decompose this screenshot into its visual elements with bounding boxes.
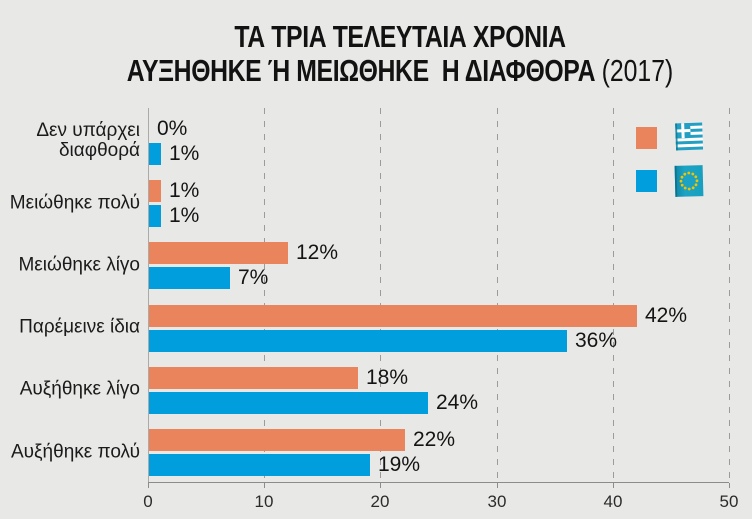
- category-label: Αυξήθηκε λίγο: [19, 378, 140, 400]
- x-tick-label-30: 30: [487, 492, 507, 511]
- bar-eu: [149, 205, 161, 227]
- x-axis-line: [148, 482, 729, 483]
- chart-plot: 0 10 20 30 40 50 0% 1% 1% 1% 12% 7% 42% 36% 18% 24% 22% 1…: [143, 108, 738, 511]
- x-axis-tick-20: [380, 483, 381, 488]
- value-label-greece: 1%: [169, 179, 200, 202]
- chart-title: ΤΑ ΤΡΙΑ ΤΕΛΕΥΤΑΙΑ ΧΡΟΝΙΑ ΑΥΞΗΘΗΚΕ Ή ΜΕΙΩ…: [48, 20, 752, 88]
- value-label-eu: 36%: [575, 329, 618, 352]
- value-label-eu: 7%: [238, 266, 269, 289]
- legend-row-eu: [636, 163, 704, 199]
- value-label-greece: 42%: [645, 304, 688, 327]
- gridline-10: [264, 108, 265, 482]
- x-axis-tick-0: [148, 483, 149, 488]
- category-label: Δεν υπάρχει διαφθορά: [36, 119, 140, 162]
- x-axis-tick-30: [497, 483, 498, 488]
- greece-series-swatch: [636, 127, 657, 149]
- value-label-eu: 1%: [169, 142, 200, 165]
- greece-flag-icon: [674, 121, 704, 155]
- category-label: Παρέμεινε ίδια: [19, 316, 140, 338]
- bar-eu: [149, 330, 567, 352]
- bar-eu: [149, 143, 161, 165]
- bar-greece: [149, 305, 637, 327]
- bar-greece: [149, 180, 161, 202]
- value-label-eu: 24%: [436, 391, 479, 414]
- x-tick-label-10: 10: [254, 492, 274, 511]
- x-axis-tick-40: [613, 483, 614, 488]
- gridline-20: [380, 108, 381, 482]
- value-label-greece: 22%: [413, 428, 456, 451]
- category-label: Μειώθηκε λίγο: [18, 254, 140, 276]
- x-axis-tick-50: [729, 483, 730, 488]
- title-year: (2017): [601, 53, 674, 88]
- x-tick-label-0: 0: [143, 492, 153, 511]
- x-tick-label-50: 50: [719, 492, 739, 511]
- bar-greece: [149, 242, 288, 264]
- bar-eu: [149, 267, 230, 289]
- category-label: Αυξήθηκε πολύ: [10, 441, 140, 463]
- title-line-2: ΑΥΞΗΘΗΚΕ Ή ΜΕΙΩΘΗΚΕ Η ΔΙΑΦΘΟΡΑ (2017): [118, 54, 681, 88]
- eu-series-swatch: [636, 170, 657, 192]
- title-line-2-text: ΑΥΞΗΘΗΚΕ Ή ΜΕΙΩΘΗΚΕ Η ΔΙΑΦΘΟΡΑ: [126, 53, 602, 88]
- bar-greece: [149, 367, 358, 389]
- bar-eu: [149, 392, 428, 414]
- gridline-0: [148, 108, 149, 482]
- x-tick-label-40: 40: [603, 492, 623, 511]
- value-label-greece: 12%: [296, 241, 339, 264]
- bar-eu: [149, 454, 370, 476]
- eu-flag-icon: [674, 164, 704, 198]
- title-line-1: ΤΑ ΤΡΙΑ ΤΕΛΕΥΤΑΙΑ ΧΡΟΝΙΑ: [234, 19, 566, 54]
- x-axis-tick-10: [264, 483, 265, 488]
- bar-greece: [149, 429, 405, 451]
- legend-row-greece: [636, 120, 704, 156]
- value-label-greece: 18%: [366, 366, 409, 389]
- gridline-30: [497, 108, 498, 482]
- x-tick-label-20: 20: [370, 492, 390, 511]
- value-label-eu: 19%: [378, 453, 421, 476]
- value-label-eu: 1%: [169, 204, 200, 227]
- gridline-40: [613, 108, 614, 482]
- value-label-greece: 0%: [157, 117, 188, 140]
- legend: [636, 120, 704, 206]
- category-label: Μειώθηκε πολύ: [9, 192, 140, 214]
- gridline-50: [729, 108, 730, 482]
